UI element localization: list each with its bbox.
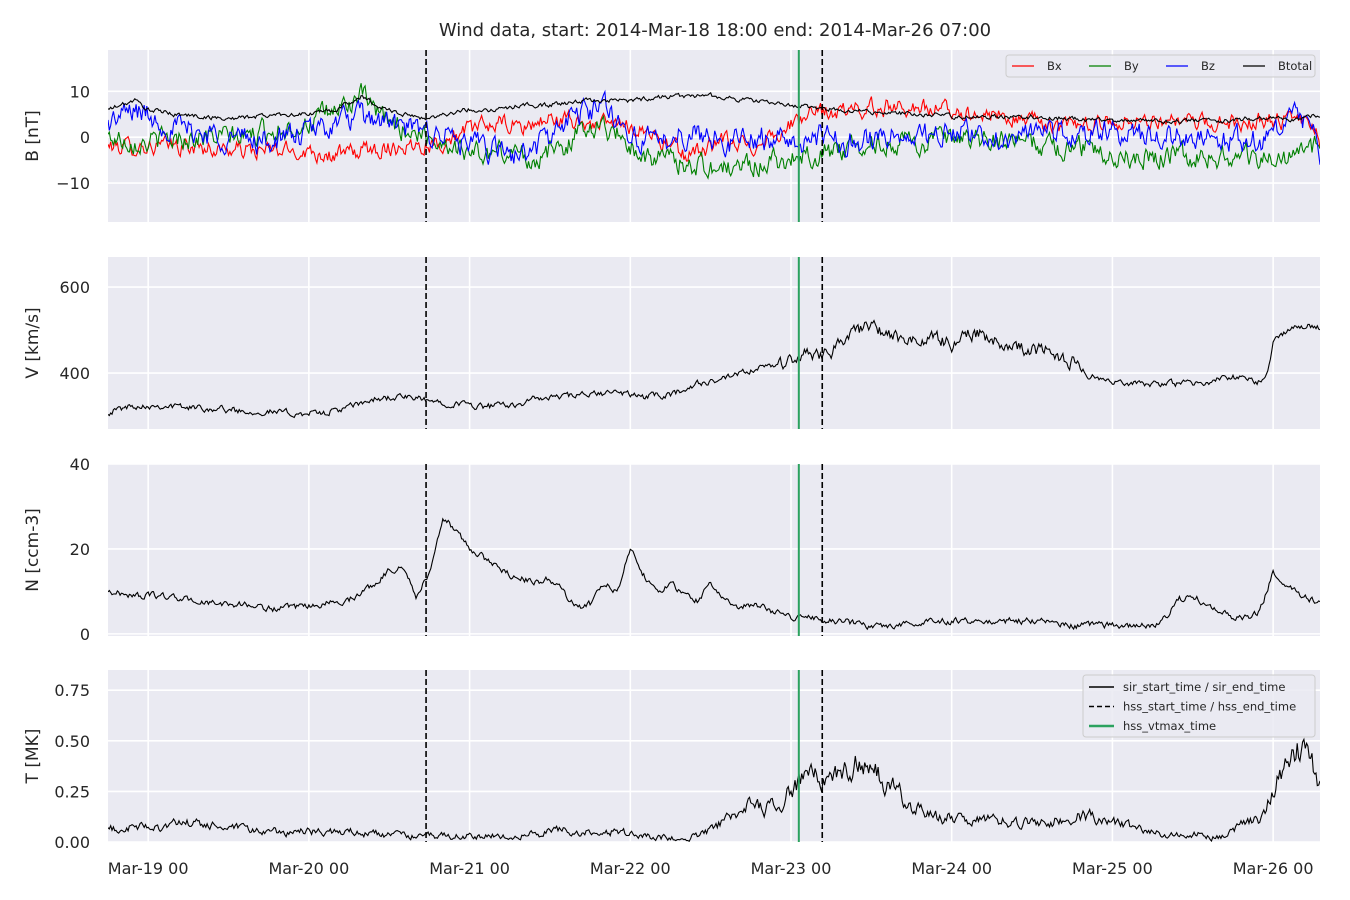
x-tick-label: Mar-21 00 [429,859,510,878]
panel-t: 0.00 0.25 0.50 0.75 T [MK] sir_start_time / s… [23,670,1320,852]
x-tick-label: Mar-24 00 [911,859,992,878]
y-tick-label: 0.50 [54,732,90,751]
y-axis-label: N [ccm-3] [23,508,43,592]
y-tick-label: 0.75 [54,681,90,700]
x-tick-label: Mar-26 00 [1233,859,1314,878]
legend-label: sir_start_time / sir_end_time [1123,680,1285,694]
y-axis-label: B [nT] [23,110,43,162]
panel-background [108,257,1320,429]
chart-title: Wind data, start: 2014-Mar-18 18:00 end:… [439,20,991,41]
y-tick-label: 400 [59,364,90,383]
panel-background [108,464,1320,636]
series-line-v [108,319,1320,419]
y-tick-label: 10 [70,82,90,101]
panel-v: 400 600 V [km/s] [23,257,1320,429]
legend-label-by: By [1124,59,1139,73]
y-tick-label: 0 [80,625,90,644]
y-tick-label: 40 [70,455,90,474]
x-axis: Mar-19 00 Mar-20 00 Mar-21 00 Mar-22 00 Mar-… [108,859,1314,878]
y-tick-label: 600 [59,278,90,297]
y-tick-label: −10 [56,174,90,193]
legend-b: Bx By Bz Btotal [1005,54,1316,78]
panel-n: 0 20 40 N [ccm-3] [23,455,1320,644]
x-tick-label: Mar-23 00 [751,859,832,878]
series-line-by [108,83,1320,180]
y-tick-label: 0 [80,128,90,147]
legend-label-bx: Bx [1047,59,1062,73]
series-line-n [108,517,1320,631]
legend-label: hss_start_time / hss_end_time [1123,700,1296,714]
y-axis-label: T [MK] [23,729,43,785]
x-tick-label: Mar-19 00 [108,859,189,878]
series-line-t [108,737,1320,842]
series-line-btotal [108,91,1320,125]
x-tick-label: Mar-22 00 [590,859,671,878]
y-tick-label: 20 [70,540,90,559]
legend-label-btotal: Btotal [1278,59,1312,73]
legend-box [1005,54,1316,78]
y-tick-label: 0.00 [54,833,90,852]
series-line-bz [108,89,1320,165]
legend-label-bz: Bz [1201,59,1215,73]
legend-markers: sir_start_time / sir_end_time hss_start_t… [1082,674,1316,738]
x-tick-label: Mar-20 00 [269,859,350,878]
legend-box [1082,674,1316,738]
y-tick-label: 0.25 [54,782,90,801]
legend-label: hss_vtmax_time [1123,719,1216,733]
y-axis-label: V [km/s] [23,307,43,378]
series-line-bx [108,96,1320,166]
panel-b: −10 0 10 B [nT] Bx By Bz Btotal [23,50,1320,222]
x-tick-label: Mar-25 00 [1072,859,1153,878]
chart-panels: −10 0 10 B [nT] Bx By Bz Btotal 400 600 V [km/s] 0 2… [23,50,1320,852]
